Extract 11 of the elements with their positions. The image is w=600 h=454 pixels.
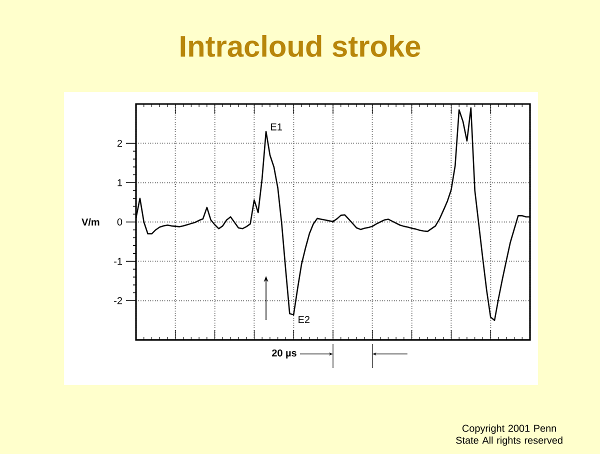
annotation: E1 [271,123,282,130]
y-tick-label: -2 [114,297,122,304]
y-tick-label: 2 [117,140,122,147]
y-tick-label: -1 [114,258,122,265]
y-tick-label: 1 [118,179,122,186]
annotation: E2 [298,316,310,323]
text: 20 µs [272,349,296,359]
text: Copyright 2001 Penn State All rights reserved [456,424,562,446]
y-axis-title: V/m [82,218,100,226]
y-tick-label: 0 [117,218,122,226]
chart-title: Intracloud stroke [180,35,420,57]
